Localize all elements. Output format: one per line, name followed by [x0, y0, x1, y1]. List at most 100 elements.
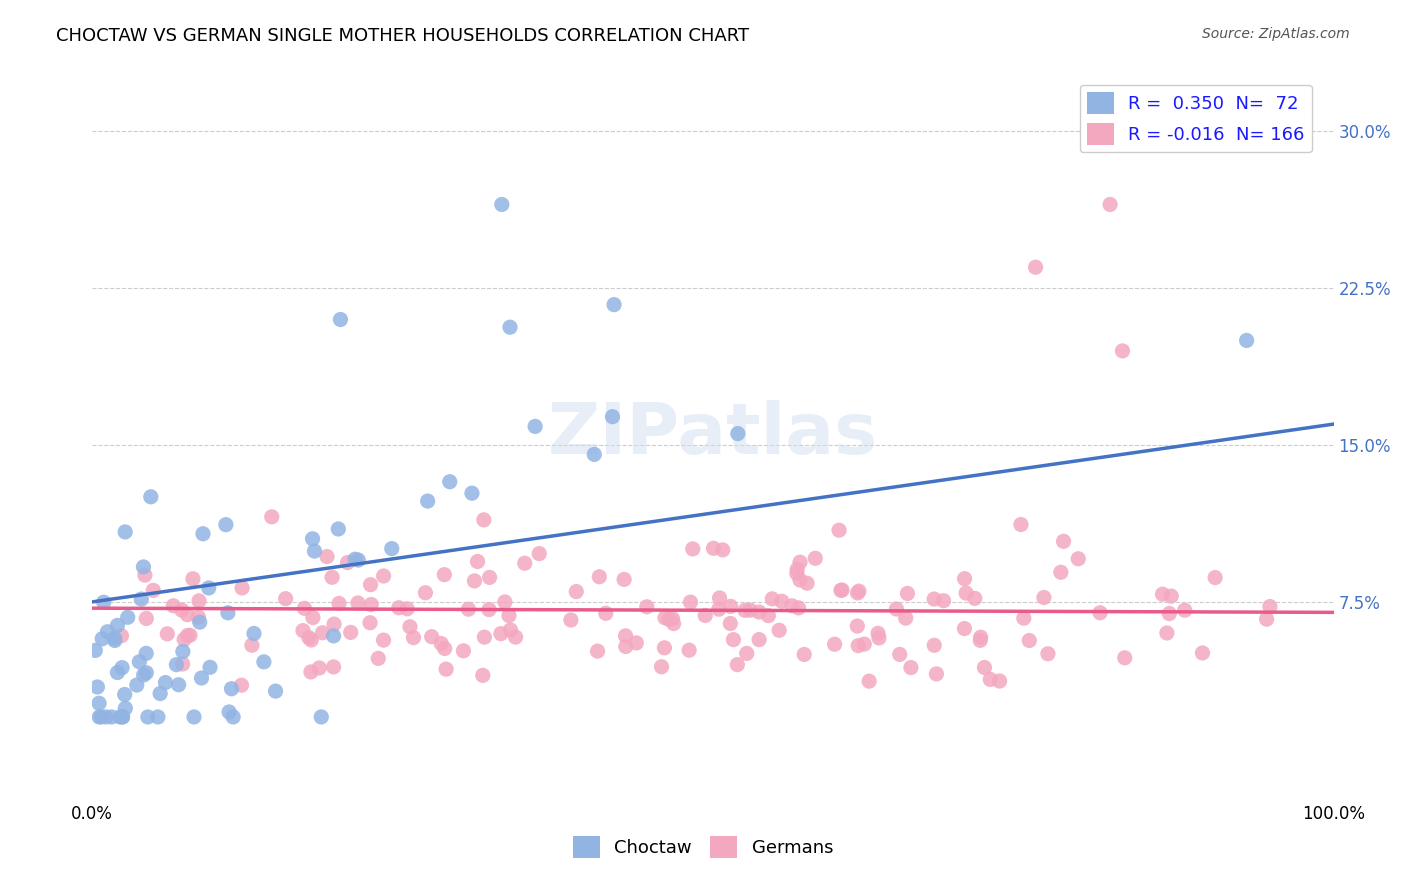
- Choctaw: [146, 710, 169, 724]
- Choctaw: [583, 447, 606, 461]
- Legend: Choctaw, Germans: Choctaw, Germans: [565, 829, 841, 865]
- Germans: [922, 592, 945, 607]
- Germans: [740, 603, 762, 617]
- Germans: [489, 626, 512, 640]
- Germans: [1204, 570, 1226, 584]
- Choctaw: [117, 610, 139, 624]
- Germans: [780, 599, 803, 613]
- Germans: [478, 570, 501, 584]
- Germans: [360, 577, 382, 591]
- Text: CHOCTAW VS GERMAN SINGLE MOTHER HOUSEHOLDS CORRELATION CHART: CHOCTAW VS GERMAN SINGLE MOTHER HOUSEHOL…: [56, 27, 749, 45]
- Choctaw: [183, 710, 205, 724]
- Germans: [321, 570, 343, 584]
- Germans: [170, 603, 193, 617]
- Germans: [260, 509, 283, 524]
- Choctaw: [191, 526, 214, 541]
- Germans: [359, 615, 381, 630]
- Germans: [707, 602, 730, 616]
- Choctaw: [309, 710, 332, 724]
- Germans: [846, 639, 869, 653]
- Germans: [979, 673, 1001, 687]
- Germans: [588, 570, 610, 584]
- Germans: [322, 660, 344, 674]
- Germans: [1159, 607, 1181, 621]
- Choctaw: [107, 618, 129, 632]
- Germans: [831, 583, 853, 598]
- Germans: [796, 576, 818, 591]
- Choctaw: [727, 426, 749, 441]
- Germans: [953, 572, 976, 586]
- Choctaw: [218, 705, 240, 719]
- Germans: [650, 659, 672, 673]
- Choctaw: [347, 553, 370, 567]
- Germans: [1152, 587, 1174, 601]
- Germans: [1067, 551, 1090, 566]
- Germans: [866, 626, 889, 640]
- Germans: [453, 644, 475, 658]
- Germans: [474, 630, 496, 644]
- Germans: [373, 569, 395, 583]
- Choctaw: [103, 632, 125, 646]
- Germans: [110, 629, 132, 643]
- Choctaw: [100, 710, 122, 724]
- Germans: [471, 668, 494, 682]
- Germans: [682, 541, 704, 556]
- Choctaw: [329, 312, 352, 326]
- Choctaw: [603, 298, 626, 312]
- Choctaw: [416, 494, 439, 508]
- Germans: [846, 619, 869, 633]
- Germans: [1256, 612, 1278, 626]
- Germans: [142, 583, 165, 598]
- Germans: [328, 597, 350, 611]
- Germans: [302, 610, 325, 624]
- Choctaw: [84, 643, 107, 657]
- Choctaw: [89, 710, 111, 724]
- Choctaw: [104, 633, 127, 648]
- Germans: [188, 594, 211, 608]
- Choctaw: [198, 660, 221, 674]
- Choctaw: [111, 710, 134, 724]
- Germans: [679, 595, 702, 609]
- Germans: [231, 678, 253, 692]
- Germans: [173, 632, 195, 647]
- Germans: [963, 591, 986, 606]
- Choctaw: [155, 675, 177, 690]
- Germans: [1036, 647, 1059, 661]
- Choctaw: [243, 626, 266, 640]
- Choctaw: [328, 522, 350, 536]
- Germans: [1111, 343, 1133, 358]
- Choctaw: [93, 595, 115, 609]
- Germans: [415, 586, 437, 600]
- Germans: [1052, 534, 1074, 549]
- Germans: [1160, 589, 1182, 603]
- Choctaw: [167, 678, 190, 692]
- Choctaw: [190, 671, 212, 685]
- Germans: [770, 594, 793, 608]
- Germans: [399, 620, 422, 634]
- Choctaw: [188, 615, 211, 629]
- Germans: [172, 657, 194, 671]
- Germans: [499, 623, 522, 637]
- Germans: [240, 638, 263, 652]
- Germans: [756, 608, 779, 623]
- Choctaw: [136, 710, 159, 724]
- Germans: [467, 554, 489, 568]
- Germans: [896, 586, 918, 600]
- Germans: [336, 556, 359, 570]
- Germans: [1191, 646, 1213, 660]
- Choctaw: [107, 665, 129, 680]
- Germans: [786, 566, 808, 581]
- Choctaw: [86, 680, 108, 694]
- Choctaw: [461, 486, 484, 500]
- Germans: [291, 624, 314, 638]
- Germans: [725, 657, 748, 672]
- Germans: [748, 632, 770, 647]
- Germans: [367, 651, 389, 665]
- Choctaw: [301, 532, 323, 546]
- Germans: [434, 662, 457, 676]
- Germans: [388, 600, 411, 615]
- Choctaw: [96, 624, 118, 639]
- Germans: [298, 631, 321, 645]
- Germans: [274, 591, 297, 606]
- Germans: [828, 523, 851, 537]
